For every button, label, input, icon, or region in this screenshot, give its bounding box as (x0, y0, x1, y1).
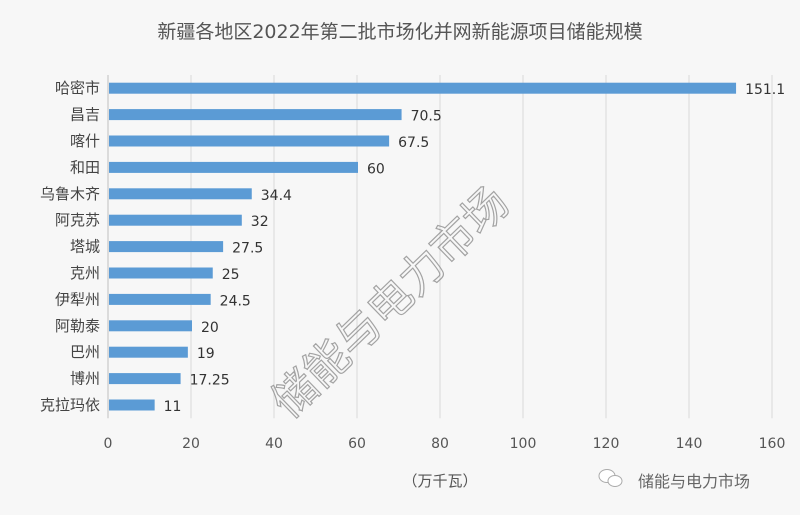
data-label: 17.25 (190, 373, 230, 389)
bar (109, 346, 188, 358)
data-label: 24.5 (220, 293, 251, 309)
y-category-label: 克拉玛依 (40, 396, 100, 414)
x-tick-label: 100 (510, 436, 537, 452)
data-label: 34.4 (261, 188, 292, 204)
y-category-label: 喀什 (70, 132, 100, 150)
y-category-label: 哈密市 (55, 79, 100, 97)
x-tick-label: 0 (104, 436, 113, 452)
y-category-label: 巴州 (70, 343, 100, 361)
bar (109, 320, 192, 332)
x-tick-label: 140 (676, 436, 703, 452)
bar (109, 293, 211, 305)
brand-label: 储能与电力市场 (638, 472, 750, 491)
bar (109, 241, 224, 253)
y-category-label: 昌吉 (70, 106, 100, 124)
x-tick-label: 80 (431, 436, 449, 452)
y-category-label: 博州 (70, 370, 100, 388)
x-axis-label: （万千瓦） (402, 472, 477, 490)
data-label: 11 (164, 399, 182, 415)
y-category-label: 伊犁州 (55, 290, 100, 308)
bar (109, 399, 155, 411)
data-label: 25 (222, 267, 240, 283)
y-category-label: 阿勒泰 (55, 317, 100, 335)
data-label: 20 (201, 320, 219, 336)
x-tick-label: 60 (348, 436, 366, 452)
data-label: 70.5 (411, 109, 442, 125)
y-category-label: 塔城 (70, 238, 100, 256)
data-label: 19 (197, 346, 215, 362)
data-label: 151.1 (745, 82, 785, 98)
data-label: 60 (367, 161, 385, 177)
y-category-label: 阿克苏 (55, 211, 100, 229)
bar (109, 161, 358, 173)
y-category-label: 克州 (70, 264, 100, 282)
bar (109, 373, 181, 385)
data-label: 32 (251, 214, 269, 230)
data-label: 27.5 (232, 241, 263, 257)
bar (109, 135, 390, 147)
y-category-label: 和田 (70, 158, 100, 176)
bar (109, 109, 402, 121)
bar (109, 188, 252, 200)
chart-title: 新疆各地区2022年第二批市场化并网新能源项目储能规模 (157, 21, 642, 43)
x-tick-label: 120 (593, 436, 620, 452)
x-tick-label: 160 (759, 436, 786, 452)
y-category-label: 乌鲁木齐 (40, 185, 100, 203)
bar (109, 82, 737, 94)
wechat-icon (598, 469, 623, 487)
watermark: 储能与电力市场 (262, 177, 519, 428)
bar (109, 214, 242, 226)
bar (109, 267, 213, 279)
data-label: 67.5 (398, 135, 429, 151)
x-tick-label: 40 (265, 436, 283, 452)
x-tick-label: 20 (182, 436, 200, 452)
